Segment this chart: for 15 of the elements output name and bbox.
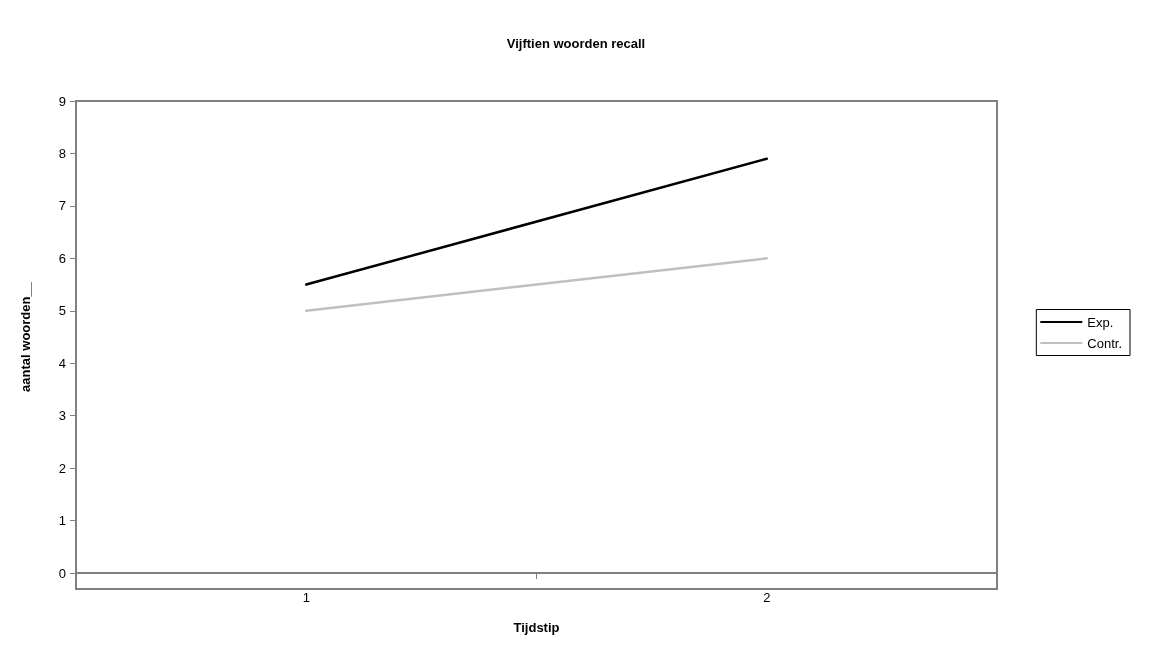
legend-label: Contr.	[1087, 335, 1122, 351]
legend-label: Exp.	[1087, 314, 1114, 330]
x-axis-title: Tijdstip	[513, 620, 560, 635]
y-tick-label: 6	[58, 250, 66, 266]
chart-title: Vijftien woorden recall	[506, 36, 646, 51]
y-tick-label: 2	[58, 460, 66, 476]
y-tick-label: 1	[58, 513, 66, 529]
y-tick-label: 7	[58, 198, 66, 214]
y-tick-label: 9	[58, 93, 66, 109]
y-tick-label: 4	[58, 355, 66, 371]
y-tick-label: 3	[58, 408, 66, 424]
y-axis-title: aantal woorden__	[18, 281, 33, 392]
y-tick-label: 8	[58, 145, 66, 161]
y-tick-label: 0	[58, 565, 66, 581]
y-tick-label: 5	[58, 303, 66, 319]
